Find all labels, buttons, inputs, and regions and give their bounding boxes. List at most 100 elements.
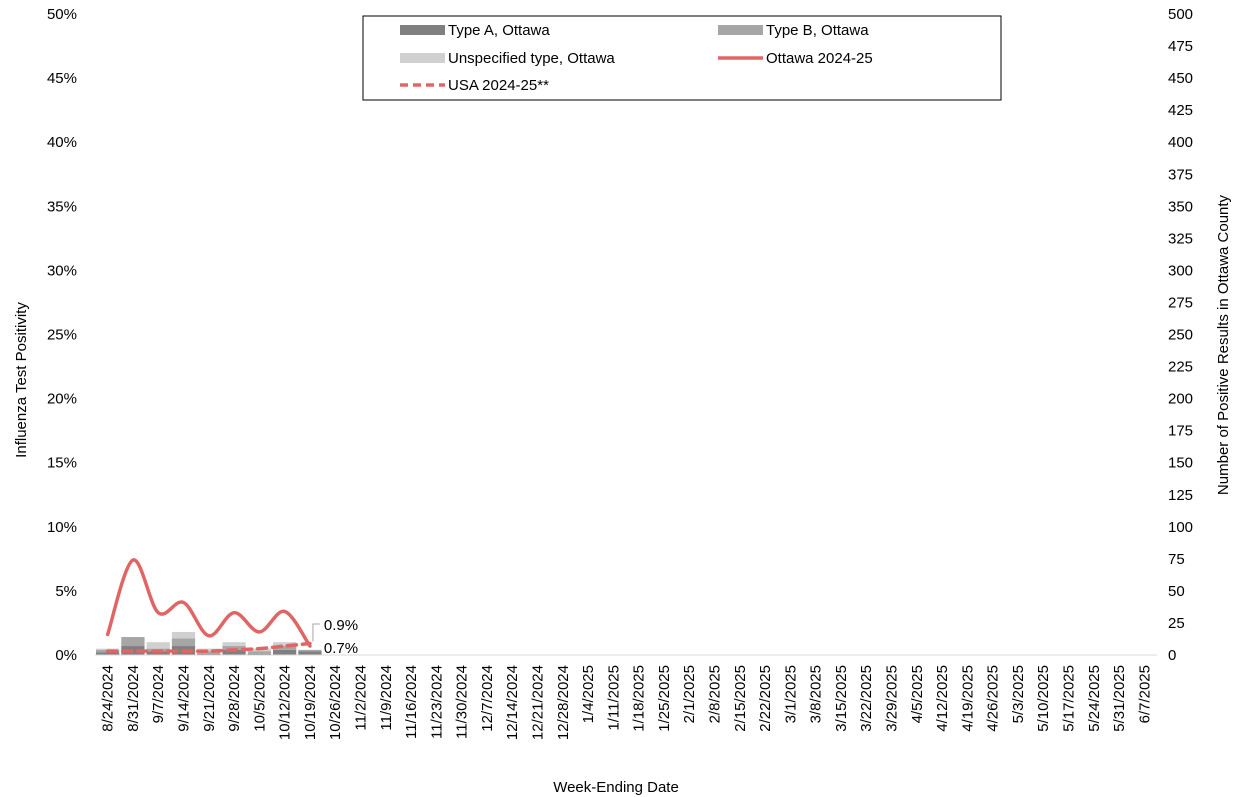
left-tick-label: 30% bbox=[47, 262, 77, 279]
legend-label: Ottawa 2024-25 bbox=[766, 50, 873, 67]
x-tick-label: 8/24/2024 bbox=[100, 665, 117, 732]
left-tick-label: 50% bbox=[47, 6, 77, 23]
annotations-group: 0.9% 0.7% bbox=[312, 617, 358, 657]
right-tick-label: 250 bbox=[1168, 327, 1193, 344]
bar-type-a bbox=[222, 649, 246, 655]
legend-swatch bbox=[400, 53, 445, 63]
x-tick-label: 11/2/2024 bbox=[353, 665, 370, 731]
x-tick-label: 5/3/2025 bbox=[1010, 665, 1027, 723]
x-tick-label: 11/9/2024 bbox=[378, 665, 395, 731]
x-tick-label: 1/4/2025 bbox=[580, 665, 597, 723]
legend-box bbox=[362, 15, 1002, 101]
right-tick-label: 325 bbox=[1168, 230, 1193, 247]
bar-type-b bbox=[197, 651, 221, 654]
right-tick-label: 475 bbox=[1168, 38, 1193, 55]
x-tick-label: 5/17/2025 bbox=[1061, 665, 1078, 732]
bar-type-b bbox=[171, 638, 196, 647]
x-tick-label: 10/12/2024 bbox=[277, 665, 294, 740]
left-tick-label: 5% bbox=[55, 583, 77, 600]
line-ottawa bbox=[105, 558, 312, 648]
x-tick-label: 4/26/2025 bbox=[985, 665, 1002, 732]
right-tick-label: 175 bbox=[1168, 423, 1193, 440]
x-tick-label: 1/25/2025 bbox=[656, 665, 673, 732]
left-tick-label: 20% bbox=[47, 391, 77, 408]
bar-unspecified bbox=[171, 631, 196, 639]
bar-type-a bbox=[146, 651, 170, 655]
left-tick-label: 0% bbox=[55, 647, 77, 664]
x-tick-label: 3/8/2025 bbox=[808, 665, 825, 723]
left-tick-label: 35% bbox=[47, 198, 77, 215]
right-tick-label: 200 bbox=[1168, 391, 1193, 408]
right-tick-label: 350 bbox=[1168, 198, 1193, 215]
right-tick-label: 375 bbox=[1168, 166, 1193, 183]
left-tick-label: 15% bbox=[47, 455, 77, 472]
right-tick-label: 100 bbox=[1168, 519, 1193, 536]
x-tick-label: 1/11/2025 bbox=[605, 665, 622, 731]
left-y-axis: 0% 5% 10% 15% 20% 25% 30% 35% 40% 45% 50% bbox=[47, 6, 77, 664]
x-tick-label: 10/26/2024 bbox=[327, 665, 344, 740]
legend-label: Type A, Ottawa bbox=[448, 22, 550, 39]
x-tick-label: 4/12/2025 bbox=[934, 665, 951, 732]
legend-label: Type B, Ottawa bbox=[766, 22, 869, 39]
x-tick-label: 3/15/2025 bbox=[833, 665, 850, 732]
legend: Type A, Ottawa Type B, Ottawa Unspecified … bbox=[362, 15, 1002, 101]
annotation-usa-label: 0.9% bbox=[324, 617, 358, 634]
x-tick-label: 2/15/2025 bbox=[732, 665, 749, 732]
right-tick-label: 300 bbox=[1168, 262, 1193, 279]
left-tick-label: 25% bbox=[47, 327, 77, 344]
right-tick-label: 450 bbox=[1168, 70, 1193, 87]
left-y-axis-title: Influenza Test Positivity bbox=[13, 302, 30, 458]
right-tick-label: 425 bbox=[1168, 102, 1193, 119]
annotation-leader-line bbox=[312, 623, 320, 642]
x-tick-label: 9/21/2024 bbox=[201, 665, 218, 732]
x-tick-label: 5/10/2025 bbox=[1035, 665, 1052, 732]
x-tick-label: 2/1/2025 bbox=[681, 665, 698, 723]
x-tick-label: 5/24/2025 bbox=[1086, 665, 1103, 732]
legend-label: USA 2024-25** bbox=[448, 77, 549, 94]
x-tick-label: 12/14/2024 bbox=[504, 665, 521, 740]
x-tick-label: 11/23/2024 bbox=[428, 665, 445, 739]
x-tick-label: 10/19/2024 bbox=[302, 665, 319, 740]
bar-type-a bbox=[197, 653, 221, 655]
x-tick-label: 9/7/2024 bbox=[150, 665, 167, 723]
x-tick-label: 11/30/2024 bbox=[454, 665, 471, 739]
x-tick-label: 8/31/2024 bbox=[125, 665, 142, 732]
right-tick-label: 25 bbox=[1168, 615, 1185, 632]
left-tick-label: 10% bbox=[47, 519, 77, 536]
x-tick-label: 9/14/2024 bbox=[176, 665, 193, 732]
right-tick-label: 125 bbox=[1168, 487, 1193, 504]
bar-unspecified bbox=[96, 648, 120, 650]
bar-unspecified bbox=[197, 648, 221, 652]
bar-type-b bbox=[247, 651, 271, 654]
x-tick-label: 5/31/2025 bbox=[1111, 665, 1128, 732]
bar-type-b bbox=[273, 646, 297, 650]
x-tick-label: 2/8/2025 bbox=[707, 665, 724, 723]
legend-swatch bbox=[400, 25, 445, 35]
right-tick-label: 400 bbox=[1168, 134, 1193, 151]
x-tick-label: 4/5/2025 bbox=[909, 665, 926, 723]
legend-label: Unspecified type, Ottawa bbox=[448, 50, 615, 67]
x-tick-label: 3/22/2025 bbox=[858, 665, 875, 732]
bar-type-a bbox=[96, 652, 120, 655]
right-y-axis-title: Number of Positive Results in Ottawa Cou… bbox=[1215, 194, 1232, 495]
left-tick-label: 45% bbox=[47, 70, 77, 87]
x-tick-label: 10/5/2024 bbox=[251, 665, 268, 732]
x-axis-title: Week-Ending Date bbox=[553, 779, 679, 796]
right-tick-label: 500 bbox=[1168, 6, 1193, 23]
x-tick-label: 2/22/2025 bbox=[757, 665, 774, 732]
right-y-axis: 0 25 50 75 100 125 150 175 200 225 250 275 300 325 350… bbox=[1168, 6, 1193, 664]
bar-unspecified bbox=[273, 642, 297, 647]
right-tick-label: 0 bbox=[1168, 647, 1176, 664]
x-tick-label: 6/7/2025 bbox=[1136, 665, 1153, 723]
right-tick-label: 150 bbox=[1168, 455, 1193, 472]
right-tick-label: 75 bbox=[1168, 551, 1185, 568]
left-tick-label: 40% bbox=[47, 134, 77, 151]
right-tick-label: 50 bbox=[1168, 583, 1185, 600]
bar-type-b bbox=[298, 649, 322, 652]
bar-type-b bbox=[121, 637, 145, 647]
x-tick-label: 3/1/2025 bbox=[782, 665, 799, 723]
x-axis: 8/24/2024 8/31/2024 9/7/2024 9/14/2024 9/21/… bbox=[95, 654, 1157, 740]
annotation-ottawa-label: 0.7% bbox=[324, 640, 358, 657]
x-tick-label: 3/29/2025 bbox=[884, 665, 901, 732]
